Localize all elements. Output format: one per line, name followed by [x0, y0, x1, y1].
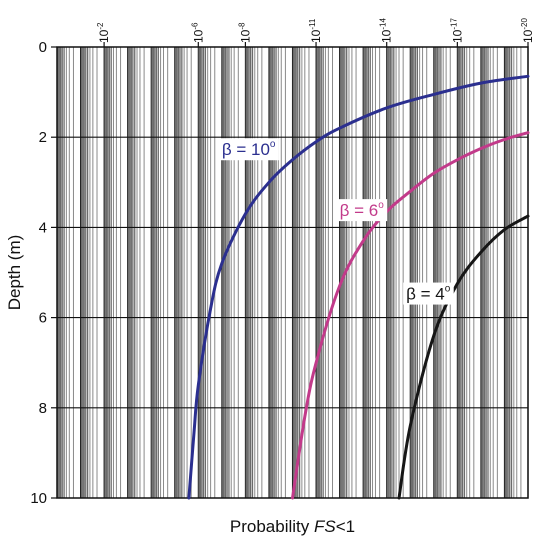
x-tick-exponent: -14	[379, 18, 388, 30]
x-tick-base: 10	[191, 29, 205, 43]
y-tick-label: 6	[39, 310, 47, 327]
series-label-degree: o	[378, 200, 384, 211]
y-tick-labels: 0 2 4 6 8 10	[30, 39, 57, 507]
series-label: β = 10o	[222, 139, 276, 159]
x-tick-label: 10-2	[96, 22, 111, 43]
series-label-text: β = 4	[406, 285, 445, 304]
x-tick-exponent: -8	[237, 22, 246, 30]
series-label: β = 6o	[340, 200, 385, 220]
x-tick-exponent: -2	[96, 22, 105, 30]
x-tick-label: 10-17	[449, 18, 464, 43]
log-gridlines	[57, 47, 529, 498]
x-tick-base: 10	[450, 29, 464, 43]
x-tick-base: 10	[238, 29, 252, 43]
y-tick-label: 10	[30, 490, 47, 507]
y-tick-label: 4	[39, 219, 47, 236]
y-tick-label: 8	[39, 400, 47, 417]
x-tick-base: 10	[97, 29, 111, 43]
y-tick-label: 0	[39, 39, 47, 56]
series-line	[397, 214, 530, 500]
series-label-degree: o	[270, 139, 276, 150]
x-axis-title: Probability FS<1	[230, 517, 355, 536]
x-tick-label: 10-11	[308, 18, 323, 43]
x-tick-exponent: -6	[190, 22, 199, 30]
series-label-background	[403, 282, 454, 305]
x-tick-base: 10	[309, 29, 323, 43]
x-tick-base: 10	[380, 29, 394, 43]
y-tick-label: 2	[39, 129, 47, 146]
x-tick-base: 10	[521, 29, 535, 43]
x-tick-exponent: -20	[520, 18, 529, 30]
depth-gridlines	[57, 136, 528, 409]
y-axis-title: Depth (m)	[5, 235, 24, 311]
x-axis-title-suffix: <1	[336, 517, 355, 536]
x-tick-label: 10-14	[379, 18, 394, 43]
series-label-text: β = 10	[222, 140, 270, 159]
series-label-degree: o	[445, 284, 451, 295]
probability-curves	[187, 74, 530, 500]
series-line	[187, 74, 530, 500]
series-label: β = 4o	[406, 284, 451, 304]
x-tick-label: 10-8	[237, 22, 252, 43]
series-label-background	[218, 138, 279, 161]
x-tick-label: 10-20	[520, 18, 535, 43]
x-axis-title-prefix: Probability	[230, 517, 314, 536]
series-label-background	[336, 199, 388, 222]
series-line	[291, 131, 530, 500]
series-label-text: β = 6	[340, 201, 379, 220]
x-tick-exponent: -17	[449, 18, 458, 30]
x-axis-title-italic: FS	[314, 517, 336, 536]
x-tick-label: 10-6	[190, 22, 205, 43]
x-tick-exponent: -11	[308, 18, 317, 30]
